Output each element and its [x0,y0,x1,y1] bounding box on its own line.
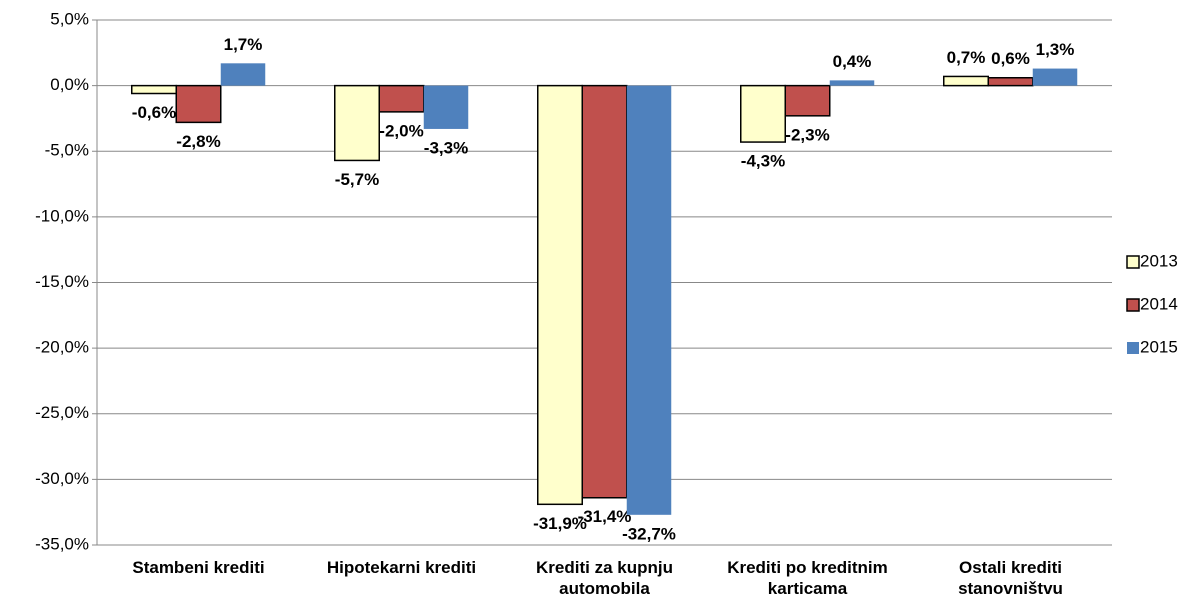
data-label: -0,6% [132,103,176,122]
bar [131,84,177,95]
y-tick-label: -5,0% [45,141,89,160]
data-label: 0,7% [947,48,986,67]
legend-label: 2013 [1140,251,1178,270]
y-tick-label: -15,0% [35,272,89,291]
legend-swatch [1126,298,1140,312]
bar [1032,68,1078,86]
x-tick-label: Krediti za kupnju automobila [536,558,673,598]
data-label: -31,4% [578,507,632,526]
data-label: -2,8% [176,132,220,151]
data-label: 0,6% [991,49,1030,68]
x-tick-label: Krediti po kreditnim karticama [727,558,888,598]
x-tick-label: Hipotekarni krediti [326,558,477,577]
bar [740,84,786,143]
data-label: 1,7% [224,35,263,54]
bar [220,63,266,86]
bar [334,84,380,162]
bar [987,77,1034,87]
y-tick-label: -10,0% [35,206,89,225]
y-tick-label: -25,0% [35,403,89,422]
data-label: 1,3% [1036,40,1075,59]
y-tick-label: -20,0% [35,338,89,357]
x-tick-label: Ostali krediti stanovništvu [958,558,1063,598]
y-tick-label: -35,0% [35,534,89,553]
legend-label: 2014 [1140,294,1178,313]
bar [175,84,222,124]
data-label: 0,4% [833,52,872,71]
y-tick-label: 5,0% [50,9,89,28]
bar [378,84,425,113]
legend-swatch [1126,255,1140,269]
x-tick-label: Stambeni krediti [132,558,265,577]
bar [537,84,583,506]
y-tick-label: -30,0% [35,469,89,488]
y-tick-label: 0,0% [50,75,89,94]
data-label: -32,7% [622,524,676,543]
data-label: -31,9% [533,514,587,533]
data-label: -5,7% [335,170,379,189]
bar [784,84,831,117]
data-label: -2,3% [785,125,829,144]
bar [943,75,989,87]
data-label: -2,0% [379,121,423,140]
legend-label: 2015 [1140,337,1178,356]
bar [626,85,672,515]
bar [829,80,875,86]
legend-swatch [1127,342,1139,354]
bar [581,84,628,499]
bar [423,85,469,129]
data-label: -3,3% [424,138,468,157]
data-label: -4,3% [741,152,785,171]
